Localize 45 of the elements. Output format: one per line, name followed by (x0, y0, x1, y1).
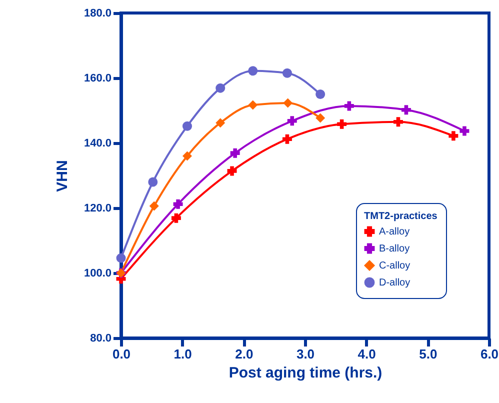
point (216, 118, 226, 128)
point (344, 101, 354, 111)
point (171, 213, 181, 223)
x-tick-label: 1.0 (174, 346, 192, 362)
y-tick-label: 140.0 (84, 138, 112, 150)
legend-label: A-alloy (379, 226, 410, 238)
point (248, 100, 258, 110)
point (283, 98, 293, 108)
x-axis-title: Post aging time (hrs.) (228, 364, 382, 382)
point (287, 116, 297, 126)
x-tick-label: 6.0 (480, 346, 499, 362)
point (149, 201, 159, 211)
point (230, 148, 240, 158)
point (401, 105, 411, 115)
x-tick-label: 5.0 (419, 346, 438, 362)
point (173, 199, 183, 209)
point (393, 117, 403, 127)
point (216, 83, 226, 93)
point (248, 66, 258, 76)
legend-title: TMT2-practices (364, 211, 438, 222)
y-axis-title: VHN (54, 160, 71, 192)
point (460, 126, 470, 136)
point (282, 134, 292, 144)
point (148, 177, 158, 187)
y-tick-label: 120.0 (84, 202, 112, 214)
x-tick-label: 0.0 (112, 346, 131, 362)
y-tick-label: 160.0 (84, 72, 112, 84)
point (182, 121, 192, 131)
y-tick-label: 80.0 (90, 332, 112, 344)
point (316, 113, 326, 123)
legend-label: D-alloy (379, 278, 410, 288)
point (182, 151, 192, 161)
x-tick-label: 2.0 (235, 346, 254, 362)
legend-label: C-alloy (379, 260, 410, 272)
x-tick-label: 4.0 (358, 346, 376, 362)
point (227, 166, 237, 176)
y-tick-label: 100.0 (84, 268, 112, 280)
point (337, 119, 347, 129)
point (448, 131, 458, 141)
point (316, 90, 326, 99)
point (116, 253, 126, 263)
point (282, 68, 292, 78)
x-tick-label: 3.0 (296, 346, 315, 362)
y-tick-label: 180.0 (84, 8, 112, 20)
legend-label: B-alloy (379, 244, 410, 254)
